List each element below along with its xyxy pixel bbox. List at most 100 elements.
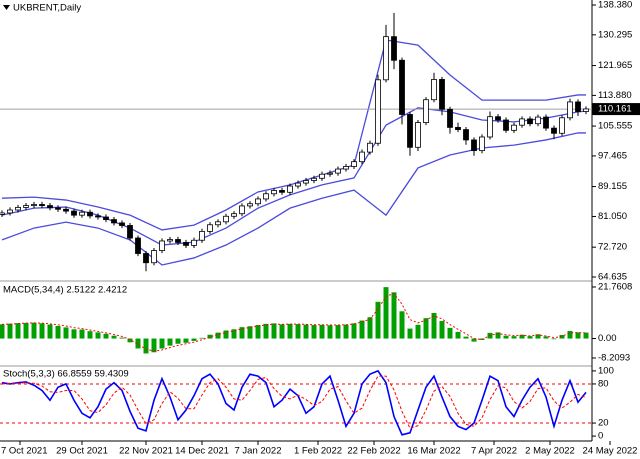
macd-bar: [159, 338, 165, 349]
candle-body: [535, 116, 541, 125]
macd-bar: [575, 332, 581, 339]
candle-body: [303, 180, 309, 184]
candle-body: [479, 136, 485, 152]
candle-body: [335, 168, 341, 174]
x-tick-label: 24 May 2022: [583, 446, 638, 457]
candle-body: [167, 239, 173, 242]
y-tick-label: 89.155: [598, 181, 627, 192]
macd-bar: [47, 324, 53, 339]
macd-bar: [239, 327, 245, 339]
macd-bar: [87, 331, 93, 339]
macd-bar: [439, 321, 445, 339]
x-tick-label: 2 May 2022: [525, 446, 575, 457]
macd-bar: [495, 332, 501, 339]
candle-body: [159, 240, 165, 251]
macd-bar: [559, 334, 565, 339]
macd-bar: [215, 332, 221, 339]
macd-bar: [183, 338, 189, 343]
macd-bar: [471, 338, 477, 342]
macd-bar: [55, 325, 61, 339]
candle-body: [575, 101, 581, 112]
x-tick-label: 7 Jan 2022: [234, 446, 281, 457]
candle-body: [55, 207, 61, 210]
macd-bar: [135, 338, 141, 349]
macd-bar: [503, 335, 509, 339]
x-tick-label: 7 Oct 2021: [1, 446, 47, 457]
macd-bar: [127, 338, 133, 343]
y-tick-label: 64.635: [598, 272, 627, 283]
macd-bar: [415, 324, 421, 339]
candle-body: [399, 59, 405, 115]
macd-bar: [455, 331, 461, 339]
candle-body: [111, 219, 117, 224]
candle-body: [223, 215, 229, 223]
macd-bar: [423, 318, 429, 339]
candle-body: [175, 239, 181, 243]
macd-bar: [279, 324, 285, 339]
candle-body: [191, 239, 197, 246]
candle-body: [103, 216, 109, 220]
candle-body: [247, 203, 253, 207]
candle-body: [87, 211, 93, 217]
y-tick-label: 72.720: [598, 242, 627, 253]
chart-title: UKBRENT,Daily: [13, 3, 81, 14]
macd-bar: [399, 311, 405, 339]
macd-bar: [463, 336, 469, 339]
x-tick-label: 22 Feb 2022: [347, 446, 400, 457]
y-tick-label: 130.295: [598, 29, 632, 40]
candle-body: [47, 205, 53, 209]
candle-body: [543, 116, 549, 129]
y-tick-label: 97.465: [598, 150, 627, 161]
macd-bar: [407, 328, 413, 339]
bollinger-band: [1, 132, 586, 266]
candle-body: [63, 208, 69, 212]
y-tick-label: -8.2093: [598, 353, 630, 364]
x-tick-label: 7 Apr 2022: [471, 446, 517, 457]
macd-bar: [231, 329, 237, 339]
candle-body: [487, 116, 493, 138]
candle-body: [503, 119, 509, 131]
candle-body: [311, 177, 317, 181]
current-price-box: [592, 103, 640, 116]
macd-bar: [567, 330, 573, 339]
stoch-line: [1, 375, 587, 429]
candle-body: [7, 209, 13, 214]
candle-body: [0, 212, 5, 215]
symbol-menu-icon: [3, 5, 10, 10]
candle-body: [207, 224, 213, 232]
x-tick-label: 1 Feb 2022: [294, 446, 342, 457]
candle-body: [119, 222, 125, 226]
candle-body: [551, 127, 557, 134]
macd-bar: [95, 332, 101, 339]
macd-bar: [447, 327, 453, 339]
candle-body: [151, 250, 157, 264]
macd-bar: [175, 338, 181, 344]
macd-bar: [543, 336, 549, 339]
candle-body: [511, 124, 517, 131]
y-tick-label: 0.00: [598, 333, 617, 344]
macd-bar: [199, 337, 205, 339]
macd-bar: [7, 323, 13, 339]
current-price-label: 110.161: [598, 104, 632, 115]
macd-bar: [303, 324, 309, 339]
macd-bar: [63, 327, 69, 339]
macd-bar: [23, 322, 29, 339]
y-tick-label: 121.965: [598, 60, 632, 71]
candle-body: [23, 205, 29, 208]
candle-body: [583, 108, 589, 112]
candle-body: [407, 114, 413, 148]
candle-body: [423, 99, 429, 123]
y-tick-label: 21.7608: [598, 282, 632, 293]
macd-bar: [535, 334, 541, 339]
macd-bar: [119, 337, 125, 339]
candle-body: [199, 230, 205, 241]
macd-bar: [343, 324, 349, 339]
candle-body: [271, 190, 277, 195]
candle-body: [471, 139, 477, 152]
candle-body: [559, 117, 565, 134]
candle-body: [279, 190, 285, 193]
candle-body: [327, 172, 333, 175]
candle-body: [31, 204, 37, 206]
macd-bar: [167, 338, 173, 346]
macd-bar: [39, 323, 45, 339]
